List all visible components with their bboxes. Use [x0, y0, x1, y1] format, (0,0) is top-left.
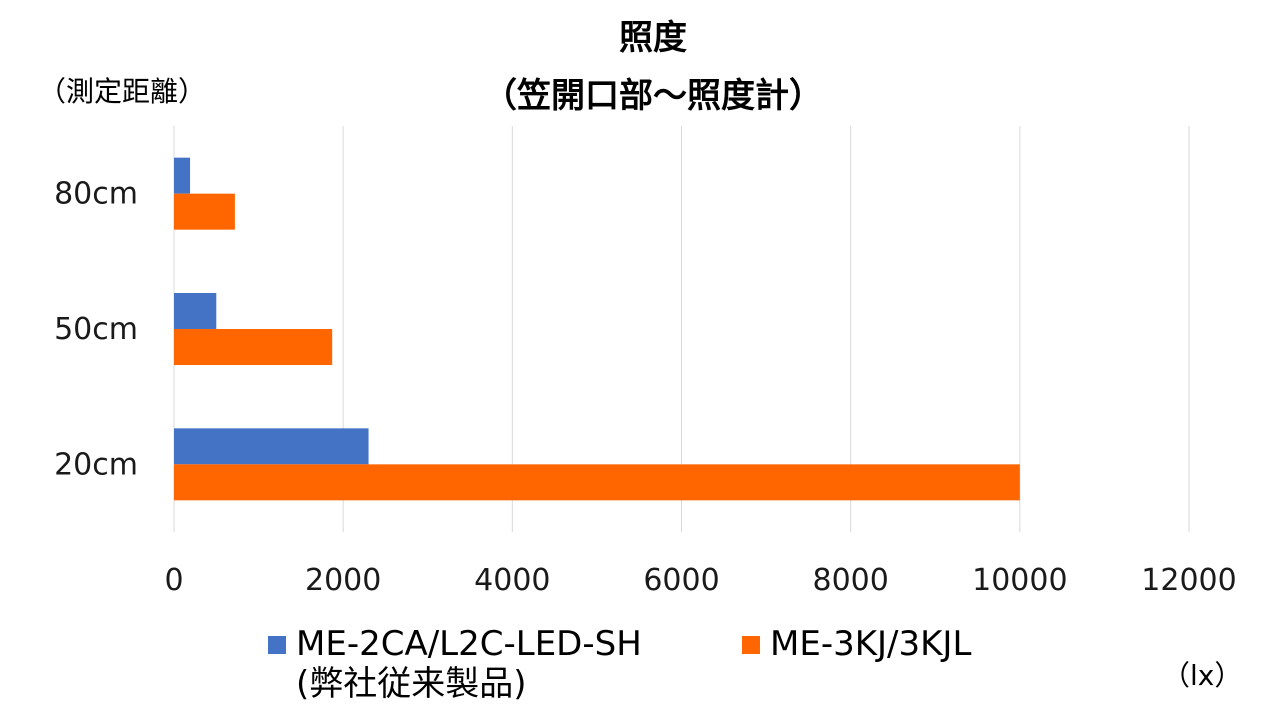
bar-series-2-50cm: [174, 329, 333, 365]
tick-labels: 0 2000 4000 6000 8000 10000 12000 80cm 50cm 20cm: [54, 177, 1237, 598]
x-tick-label-10000: 10000: [972, 563, 1067, 598]
x-axis-unit-label: （lx）: [1162, 659, 1243, 692]
x-tick-label-8000: 8000: [812, 563, 888, 598]
x-tick-label-2000: 2000: [305, 563, 381, 598]
y-tick-label-20cm: 20cm: [54, 447, 138, 482]
y-tick-label-80cm: 80cm: [54, 177, 138, 212]
bar-series-2-20cm: [174, 464, 1020, 501]
x-tick-label-0: 0: [164, 563, 183, 598]
bar-series-2-80cm: [174, 193, 235, 230]
legend-item-series-2: ME-3KJ/3KJL: [742, 624, 971, 664]
y-axis-label: （測定距離）: [38, 75, 207, 108]
legend-swatch-series-2: [742, 636, 760, 654]
y-tick-label-50cm: 50cm: [54, 312, 138, 347]
legend-label-series-1: ME-2CA/L2C-LED-SH (弊社従来製品): [296, 624, 642, 704]
x-tick-label-4000: 4000: [474, 563, 550, 598]
x-tick-label-6000: 6000: [643, 563, 719, 598]
legend-item-series-1: ME-2CA/L2C-LED-SH (弊社従来製品): [268, 624, 642, 704]
legend-swatch-series-1: [268, 636, 286, 654]
chart-title-line-1: 照度: [619, 18, 687, 58]
bar-series-1-80cm: [174, 157, 191, 194]
x-tick-label-12000: 12000: [1141, 563, 1236, 598]
bars: [174, 157, 1020, 501]
chart-title-line-2: （笠開口部～照度計）: [483, 76, 823, 116]
gridlines: [173, 126, 1190, 532]
legend-label-series-2: ME-3KJ/3KJL: [770, 624, 972, 664]
bar-series-1-20cm: [174, 428, 369, 465]
bar-series-1-50cm: [174, 293, 217, 329]
